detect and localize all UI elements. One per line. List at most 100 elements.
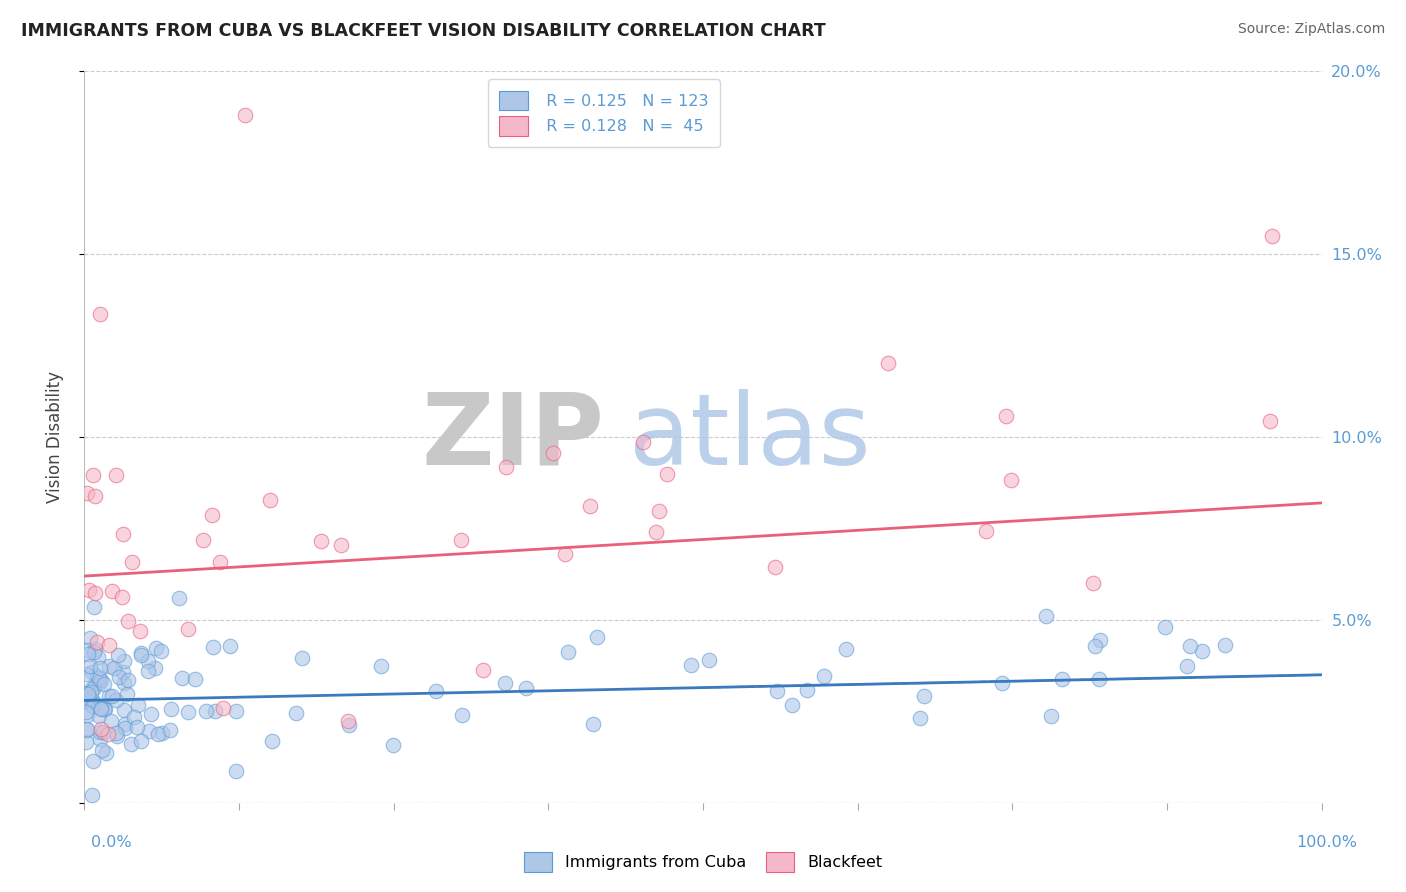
Point xyxy=(89,675,111,690)
Text: 100.0%: 100.0% xyxy=(1296,836,1357,850)
Point xyxy=(697,653,720,667)
Point xyxy=(381,739,404,753)
Point xyxy=(101,690,124,704)
Point xyxy=(79,631,101,645)
Point xyxy=(76,722,98,736)
Point xyxy=(80,789,103,803)
Point xyxy=(76,723,98,737)
Point xyxy=(585,630,607,644)
Point xyxy=(177,705,200,719)
Point xyxy=(201,508,224,522)
Point xyxy=(82,467,104,482)
Point xyxy=(541,446,564,460)
Point xyxy=(89,661,111,675)
Point xyxy=(131,646,153,660)
Point xyxy=(813,669,835,683)
Point xyxy=(1084,640,1107,654)
Point xyxy=(149,644,172,658)
Point xyxy=(105,726,128,740)
Point xyxy=(1154,620,1177,634)
Point xyxy=(127,720,149,734)
Point xyxy=(82,755,104,769)
Text: ZIP: ZIP xyxy=(422,389,605,485)
Point xyxy=(494,676,516,690)
Point xyxy=(89,307,111,321)
Point xyxy=(579,499,602,513)
Point xyxy=(337,714,360,728)
Point xyxy=(103,661,125,675)
Point xyxy=(124,710,146,724)
Point xyxy=(87,649,110,664)
Point xyxy=(114,721,136,735)
Point xyxy=(260,734,283,748)
Point xyxy=(107,670,129,684)
Point xyxy=(112,654,135,668)
Point xyxy=(97,727,120,741)
Point xyxy=(77,643,100,657)
Point xyxy=(114,716,136,731)
Point xyxy=(554,547,576,561)
Point xyxy=(76,687,98,701)
Point xyxy=(1191,644,1213,658)
Point xyxy=(90,722,112,736)
Point xyxy=(159,723,181,738)
Point xyxy=(76,647,98,661)
Text: 0.0%: 0.0% xyxy=(91,836,132,850)
Point xyxy=(82,665,104,679)
Point xyxy=(219,639,242,653)
Point xyxy=(796,683,818,698)
Point xyxy=(84,489,107,503)
Point xyxy=(177,622,200,636)
Point xyxy=(974,524,997,538)
Point xyxy=(139,707,162,722)
Point xyxy=(994,409,1017,423)
Point xyxy=(86,669,108,683)
Point xyxy=(101,584,124,599)
Point xyxy=(97,689,120,703)
Point xyxy=(104,693,127,707)
Legend: Immigrants from Cuba, Blackfeet: Immigrants from Cuba, Blackfeet xyxy=(516,844,890,880)
Point xyxy=(337,717,360,731)
Point xyxy=(285,706,308,720)
Point xyxy=(105,468,128,483)
Point xyxy=(204,704,226,718)
Point xyxy=(1050,672,1073,686)
Point xyxy=(780,698,803,712)
Point xyxy=(370,658,392,673)
Point xyxy=(75,705,97,719)
Point xyxy=(329,538,352,552)
Point xyxy=(112,527,135,541)
Point xyxy=(82,699,104,714)
Point xyxy=(1261,229,1284,244)
Point xyxy=(212,701,235,715)
Point xyxy=(557,645,579,659)
Point xyxy=(75,735,97,749)
Point xyxy=(835,641,858,656)
Point xyxy=(93,702,115,716)
Legend:   R = 0.125   N = 123,   R = 0.128   N =  45: R = 0.125 N = 123, R = 0.128 N = 45 xyxy=(488,79,720,147)
Point xyxy=(1180,639,1202,653)
Point xyxy=(225,764,247,779)
Point xyxy=(117,614,139,628)
Point xyxy=(98,659,121,673)
Point xyxy=(75,666,97,681)
Y-axis label: Vision Disability: Vision Disability xyxy=(45,371,63,503)
Point xyxy=(910,711,932,725)
Point xyxy=(1213,638,1236,652)
Point xyxy=(129,648,152,662)
Point xyxy=(115,687,138,701)
Point xyxy=(145,640,167,655)
Point xyxy=(259,493,281,508)
Point xyxy=(876,356,898,370)
Point xyxy=(89,732,111,747)
Point xyxy=(471,663,494,677)
Point xyxy=(202,640,225,654)
Point xyxy=(645,524,668,539)
Point xyxy=(76,486,98,500)
Text: Source: ZipAtlas.com: Source: ZipAtlas.com xyxy=(1237,22,1385,37)
Point xyxy=(129,733,152,747)
Point xyxy=(766,684,789,698)
Point xyxy=(107,648,129,663)
Point xyxy=(77,582,100,597)
Point xyxy=(515,681,537,695)
